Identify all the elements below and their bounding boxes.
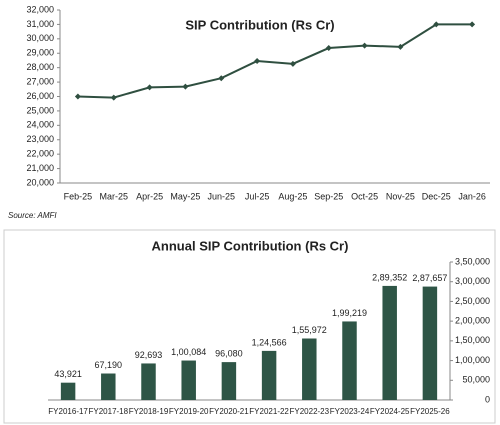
y-tick-label: 50,000 bbox=[462, 375, 490, 385]
x-tick-label: Dec-25 bbox=[422, 191, 451, 201]
point bbox=[182, 83, 189, 90]
y-tick-label: 25,000 bbox=[26, 105, 54, 115]
chart-title: Annual SIP Contribution (Rs Cr) bbox=[152, 238, 349, 253]
bar bbox=[221, 362, 237, 400]
x-tick-label: Feb-25 bbox=[64, 191, 93, 201]
bar bbox=[261, 350, 277, 400]
x-tick-label: FY2019-20 bbox=[169, 407, 209, 416]
x-tick-label: Sep-25 bbox=[314, 191, 343, 201]
y-tick-label: 30,000 bbox=[26, 33, 54, 43]
x-tick-label: FY2021-22 bbox=[249, 407, 289, 416]
x-tick-label: May-25 bbox=[170, 191, 200, 201]
x-tick-label: Jul-25 bbox=[245, 191, 270, 201]
bar bbox=[422, 286, 438, 400]
bar bbox=[342, 321, 357, 400]
point bbox=[74, 93, 81, 100]
y-tick-label: 26,000 bbox=[26, 91, 54, 101]
point bbox=[397, 43, 404, 50]
y-tick-label: 20,000 bbox=[26, 177, 54, 187]
data-label: 2,89,352 bbox=[372, 272, 407, 282]
x-tick-label: Nov-25 bbox=[386, 191, 415, 201]
chart-title: SIP Contribution (Rs Cr) bbox=[185, 17, 334, 32]
x-tick-label: Oct-25 bbox=[351, 191, 378, 201]
y-tick-label: 2,00,000 bbox=[455, 316, 490, 326]
y-tick-label: 29,000 bbox=[26, 48, 54, 58]
x-tick-label: Jun-25 bbox=[207, 191, 235, 201]
x-tick-label: FY2023-24 bbox=[330, 407, 370, 416]
y-tick-label: 32,000 bbox=[26, 4, 54, 14]
x-tick-label: Aug-25 bbox=[278, 191, 307, 201]
point bbox=[146, 84, 153, 91]
x-tick-label: Jan-26 bbox=[458, 191, 486, 201]
x-tick-label: FY2017-18 bbox=[89, 407, 129, 416]
y-tick-label: 27,000 bbox=[26, 76, 54, 86]
data-label: 1,24,566 bbox=[252, 337, 287, 347]
x-tick-label: FY2025-26 bbox=[410, 407, 450, 416]
bar bbox=[181, 360, 196, 400]
bar bbox=[60, 382, 76, 400]
panel-border bbox=[3, 229, 496, 424]
x-tick-label: Mar-25 bbox=[99, 191, 128, 201]
y-tick-label: 3,00,000 bbox=[455, 276, 490, 286]
x-tick-label: FY2016-17 bbox=[48, 407, 88, 416]
x-tick-label: FY2020-21 bbox=[209, 407, 249, 416]
y-tick-label: 22,000 bbox=[26, 149, 54, 159]
y-tick-label: 0 bbox=[485, 394, 490, 404]
y-tick-label: 21,000 bbox=[26, 163, 54, 173]
point bbox=[433, 21, 440, 28]
bar bbox=[382, 285, 397, 400]
bar bbox=[302, 338, 317, 400]
data-label: 1,99,219 bbox=[332, 308, 367, 318]
y-tick-label: 24,000 bbox=[26, 120, 54, 130]
y-tick-label: 23,000 bbox=[26, 134, 54, 144]
x-tick-label: FY2018-19 bbox=[129, 407, 169, 416]
data-label: 67,190 bbox=[95, 360, 123, 370]
point bbox=[469, 21, 476, 28]
x-tick-label: FY2022-23 bbox=[290, 407, 330, 416]
bar bbox=[141, 363, 156, 400]
point bbox=[361, 42, 368, 49]
data-label: 1,55,972 bbox=[292, 325, 327, 335]
point bbox=[110, 94, 117, 101]
data-label: 2,87,657 bbox=[412, 273, 447, 283]
y-tick-label: 3,50,000 bbox=[455, 256, 490, 266]
data-label: 92,693 bbox=[135, 350, 163, 360]
y-tick-label: 1,00,000 bbox=[455, 355, 490, 365]
x-tick-label: Apr-25 bbox=[136, 191, 163, 201]
source-note: Source: AMFI bbox=[8, 211, 57, 220]
bar bbox=[101, 373, 116, 400]
x-tick-label: FY2024-25 bbox=[370, 407, 410, 416]
data-label: 1,00,084 bbox=[171, 347, 206, 357]
y-tick-label: 1,50,000 bbox=[455, 335, 490, 345]
point bbox=[254, 57, 261, 64]
data-label: 96,080 bbox=[215, 348, 243, 358]
point bbox=[289, 60, 296, 67]
point bbox=[218, 75, 225, 82]
y-tick-label: 28,000 bbox=[26, 62, 54, 72]
point bbox=[325, 45, 332, 52]
y-tick-label: 31,000 bbox=[26, 19, 54, 29]
data-label: 43,921 bbox=[54, 369, 82, 379]
line bbox=[77, 23, 473, 99]
y-tick-label: 2,50,000 bbox=[455, 296, 490, 306]
